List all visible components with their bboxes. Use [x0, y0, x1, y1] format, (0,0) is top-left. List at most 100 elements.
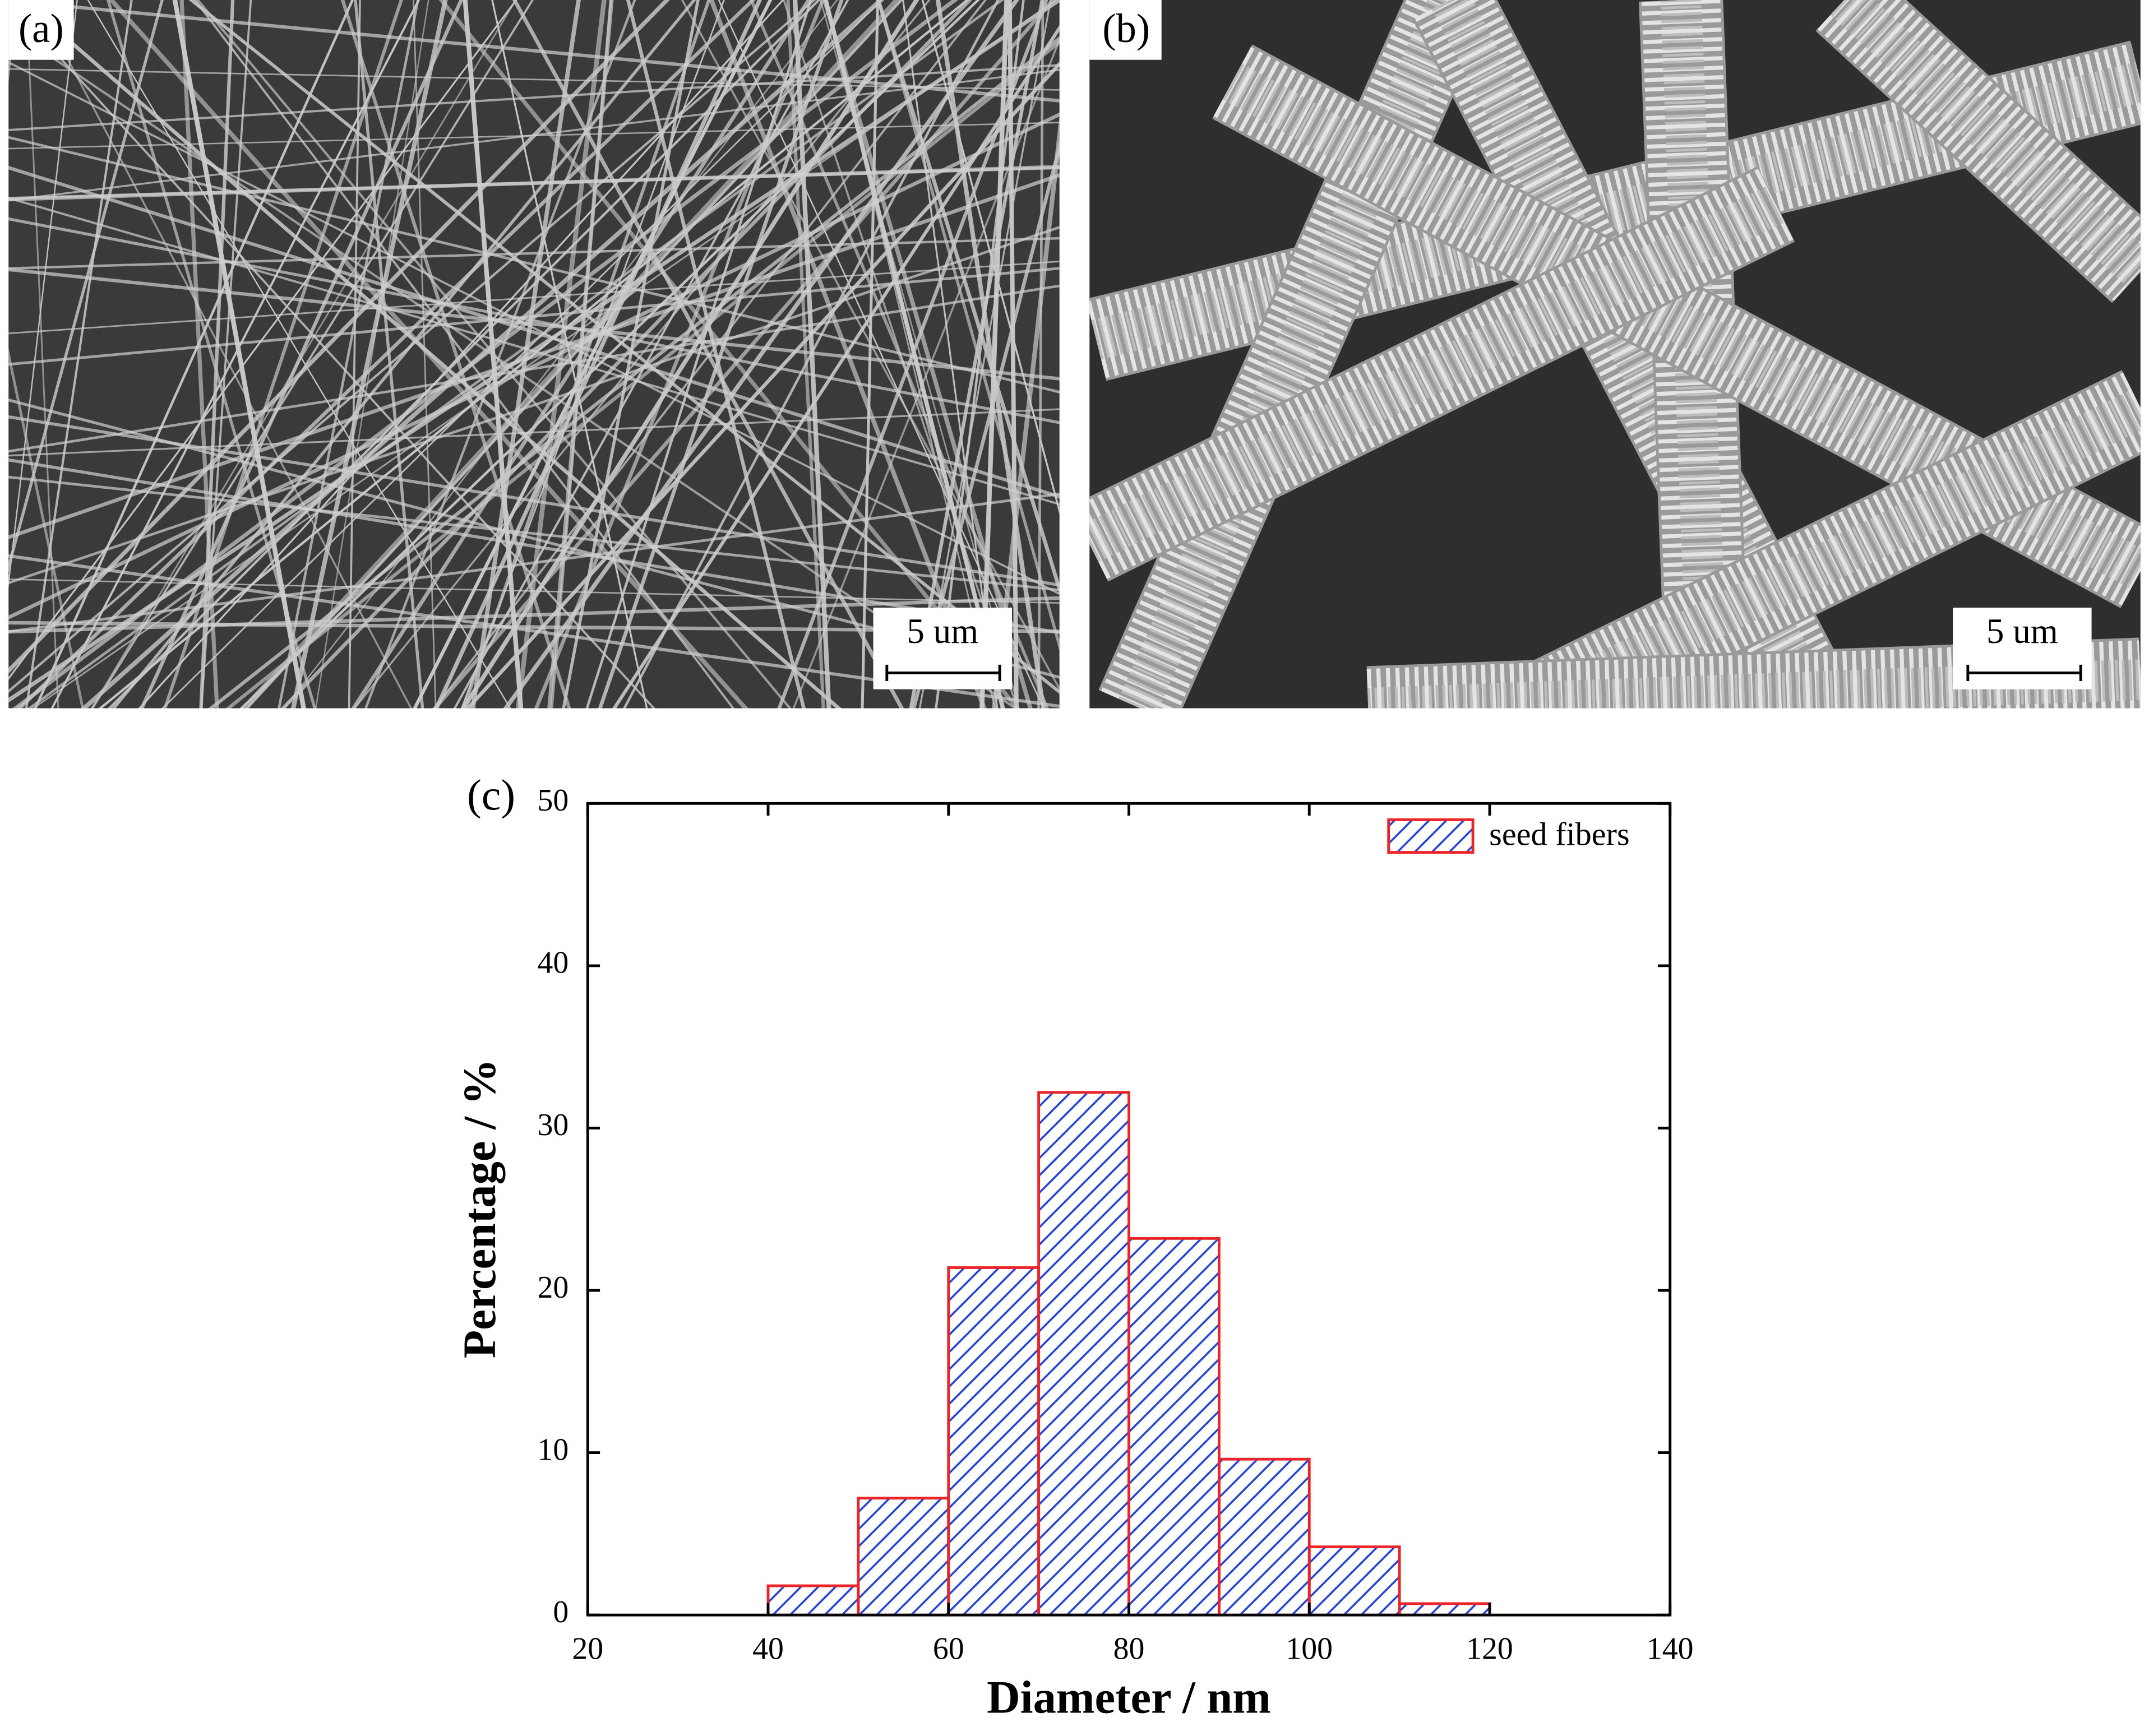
fiber: [8, 578, 1060, 604]
y-tick-label: 10: [538, 1432, 569, 1467]
histogram-bar: [1398, 1602, 1491, 1617]
x-tick-label: 60: [933, 1631, 964, 1666]
fiber: [8, 596, 1060, 634]
fiber: [25, 0, 59, 709]
fiber: [278, 0, 419, 709]
fiber: [822, 0, 1033, 709]
fiber: [935, 0, 1046, 709]
scale-bar: [1966, 664, 2082, 682]
fiber: [461, 0, 711, 709]
fiber: [315, 0, 429, 709]
histogram-bar: [1037, 1091, 1130, 1617]
scale-bar: [885, 664, 1001, 682]
fiber: [413, 0, 437, 709]
fiber: [8, 0, 655, 709]
fiber: [25, 0, 133, 709]
fiber: [8, 64, 1060, 132]
fiber: [106, 0, 317, 709]
fiber: [8, 112, 1060, 620]
fiber: [208, 36, 1060, 709]
fiber: [8, 165, 1060, 499]
fiber: [8, 492, 1060, 633]
fiber: [1522, 389, 2141, 709]
fiber: [8, 197, 1060, 506]
fiber: [8, 475, 1060, 592]
histogram-bar: [947, 1266, 1041, 1617]
fiber: [34, 0, 354, 709]
scale-bar-label: 5 um: [1986, 612, 2058, 651]
fiber: [8, 136, 1060, 394]
fiber: [979, 0, 1009, 709]
fiber: [1089, 186, 1786, 562]
histogram-bar: [1127, 1237, 1221, 1617]
fiber: [200, 0, 252, 709]
fiber: [534, 0, 825, 709]
fiber: [348, 0, 361, 709]
x-tick-label: 120: [1466, 1631, 1513, 1666]
fiber: [718, 0, 1045, 709]
fiber: [1091, 62, 2141, 360]
y-tick-label: 30: [538, 1108, 569, 1142]
fiber: [912, 139, 1060, 709]
x-axis-label: Diameter / nm: [987, 1672, 1271, 1723]
fiber: [470, 0, 581, 709]
fiber: [921, 0, 1060, 515]
fiber: [681, 0, 1060, 691]
y-tick-label: 40: [538, 946, 569, 980]
fiber: [8, 173, 1060, 540]
sem-image-b: [1089, 0, 2141, 709]
fiber: [8, 68, 1060, 202]
histogram-bar: [766, 1584, 860, 1617]
scale-bar-label: 5 um: [907, 612, 978, 651]
fiber: [1098, 0, 1489, 709]
panel-label: (c): [467, 771, 515, 819]
fiber: [8, 0, 164, 573]
fiber: [8, 225, 1060, 585]
x-tick-label: 40: [752, 1631, 784, 1666]
fiber: [992, 115, 1060, 709]
fiber: [91, 0, 534, 709]
fiber: [161, 0, 883, 709]
legend-label: seed fibers: [1489, 816, 1629, 852]
fiber: [290, 0, 448, 709]
fiber: [17, 0, 756, 709]
sem-image-a: [8, 0, 1060, 709]
fiber: [1222, 63, 2141, 589]
histogram-bar: [1307, 1545, 1401, 1617]
y-tick-label: 20: [538, 1270, 569, 1305]
fiber: [820, 0, 1020, 709]
chart: (c) Diameter / nm Percentage / % 20 40 60 8…: [454, 771, 1694, 1723]
fiber: [98, 0, 969, 709]
panel-label: (a): [19, 6, 64, 51]
fiber: [8, 284, 1060, 453]
fiber: [138, 0, 784, 709]
fiber: [8, 408, 1060, 457]
fiber: [8, 237, 1060, 270]
fiber: [8, 166, 1060, 200]
fiber: [413, 0, 773, 709]
panel-label: (b): [1102, 6, 1150, 51]
y-tick-label: 50: [538, 783, 569, 818]
y-tick-label: 0: [553, 1595, 569, 1629]
x-tick-label: 140: [1647, 1631, 1694, 1666]
fiber: [8, 217, 1060, 424]
fiber: [8, 61, 1060, 595]
x-tick-label: 100: [1286, 1631, 1333, 1666]
scale-bar-box: [873, 608, 1012, 689]
scale-bar-box: [1953, 608, 2092, 689]
legend-swatch: [1387, 818, 1475, 854]
histogram-bar: [857, 1497, 950, 1617]
fiber: [8, 261, 1060, 335]
y-axis-label: Percentage / %: [454, 1059, 505, 1358]
fiber: [8, 267, 1060, 381]
histogram-bar: [1217, 1457, 1311, 1617]
fiber: [27, 0, 1004, 709]
fiber: [8, 0, 816, 693]
fiber: [876, 0, 1060, 596]
fiber: [432, 0, 1056, 709]
fiber: [463, 0, 524, 709]
x-tick-label: 20: [572, 1631, 603, 1666]
x-tick-label: 80: [1113, 1631, 1145, 1666]
fiber: [8, 68, 1060, 91]
